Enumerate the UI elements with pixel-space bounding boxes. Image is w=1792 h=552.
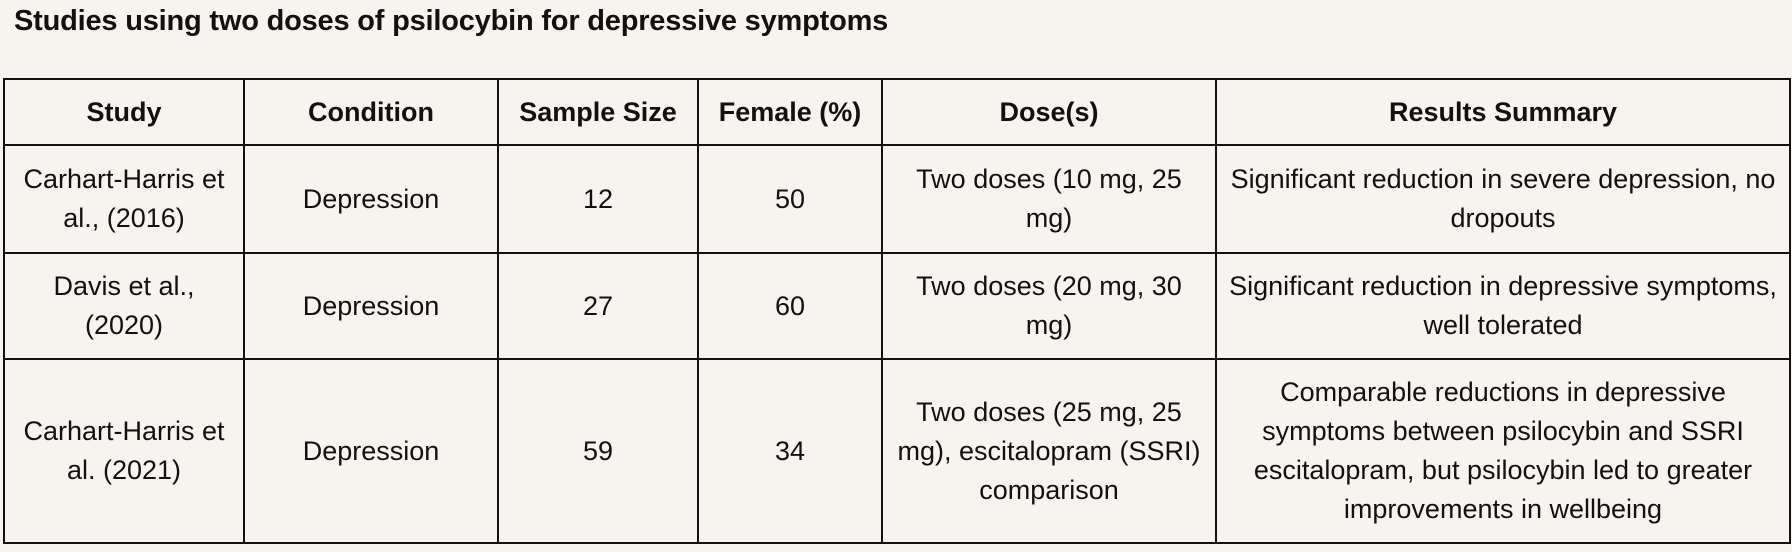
table-header-row: Study Condition Sample Size Female (%) D… (3, 78, 1791, 146)
cell-doses: Two doses (20 mg, 30 mg) (881, 252, 1217, 360)
header-doses: Dose(s) (881, 78, 1217, 146)
header-study: Study (3, 78, 245, 146)
cell-results-summary: Significant reduction in depressive symp… (1215, 252, 1791, 360)
table-row: Carhart-Harris et al., (2016) Depression… (3, 144, 1791, 254)
header-female-percent: Female (%) (697, 78, 883, 146)
cell-female-percent: 34 (697, 358, 883, 544)
cell-sample-size: 12 (497, 144, 699, 254)
header-condition: Condition (243, 78, 499, 146)
cell-female-percent: 60 (697, 252, 883, 360)
cell-results-summary: Comparable reductions in depressive symp… (1215, 358, 1791, 544)
cell-study: Davis et al., (2020) (3, 252, 245, 360)
page-title: Studies using two doses of psilocybin fo… (14, 5, 889, 37)
table-row: Carhart-Harris et al. (2021) Depression … (3, 358, 1791, 544)
cell-sample-size: 59 (497, 358, 699, 544)
cell-results-summary: Significant reduction in severe depressi… (1215, 144, 1791, 254)
cell-sample-size: 27 (497, 252, 699, 360)
table-row: Davis et al., (2020) Depression 27 60 Tw… (3, 252, 1791, 360)
header-sample-size: Sample Size (497, 78, 699, 146)
cell-study: Carhart-Harris et al., (2016) (3, 144, 245, 254)
header-results-summary: Results Summary (1215, 78, 1791, 146)
studies-table: Study Condition Sample Size Female (%) D… (3, 78, 1791, 544)
cell-condition: Depression (243, 358, 499, 544)
cell-condition: Depression (243, 144, 499, 254)
cell-condition: Depression (243, 252, 499, 360)
cell-female-percent: 50 (697, 144, 883, 254)
cell-doses: Two doses (25 mg, 25 mg), escitalopram (… (881, 358, 1217, 544)
cell-study: Carhart-Harris et al. (2021) (3, 358, 245, 544)
cell-doses: Two doses (10 mg, 25 mg) (881, 144, 1217, 254)
